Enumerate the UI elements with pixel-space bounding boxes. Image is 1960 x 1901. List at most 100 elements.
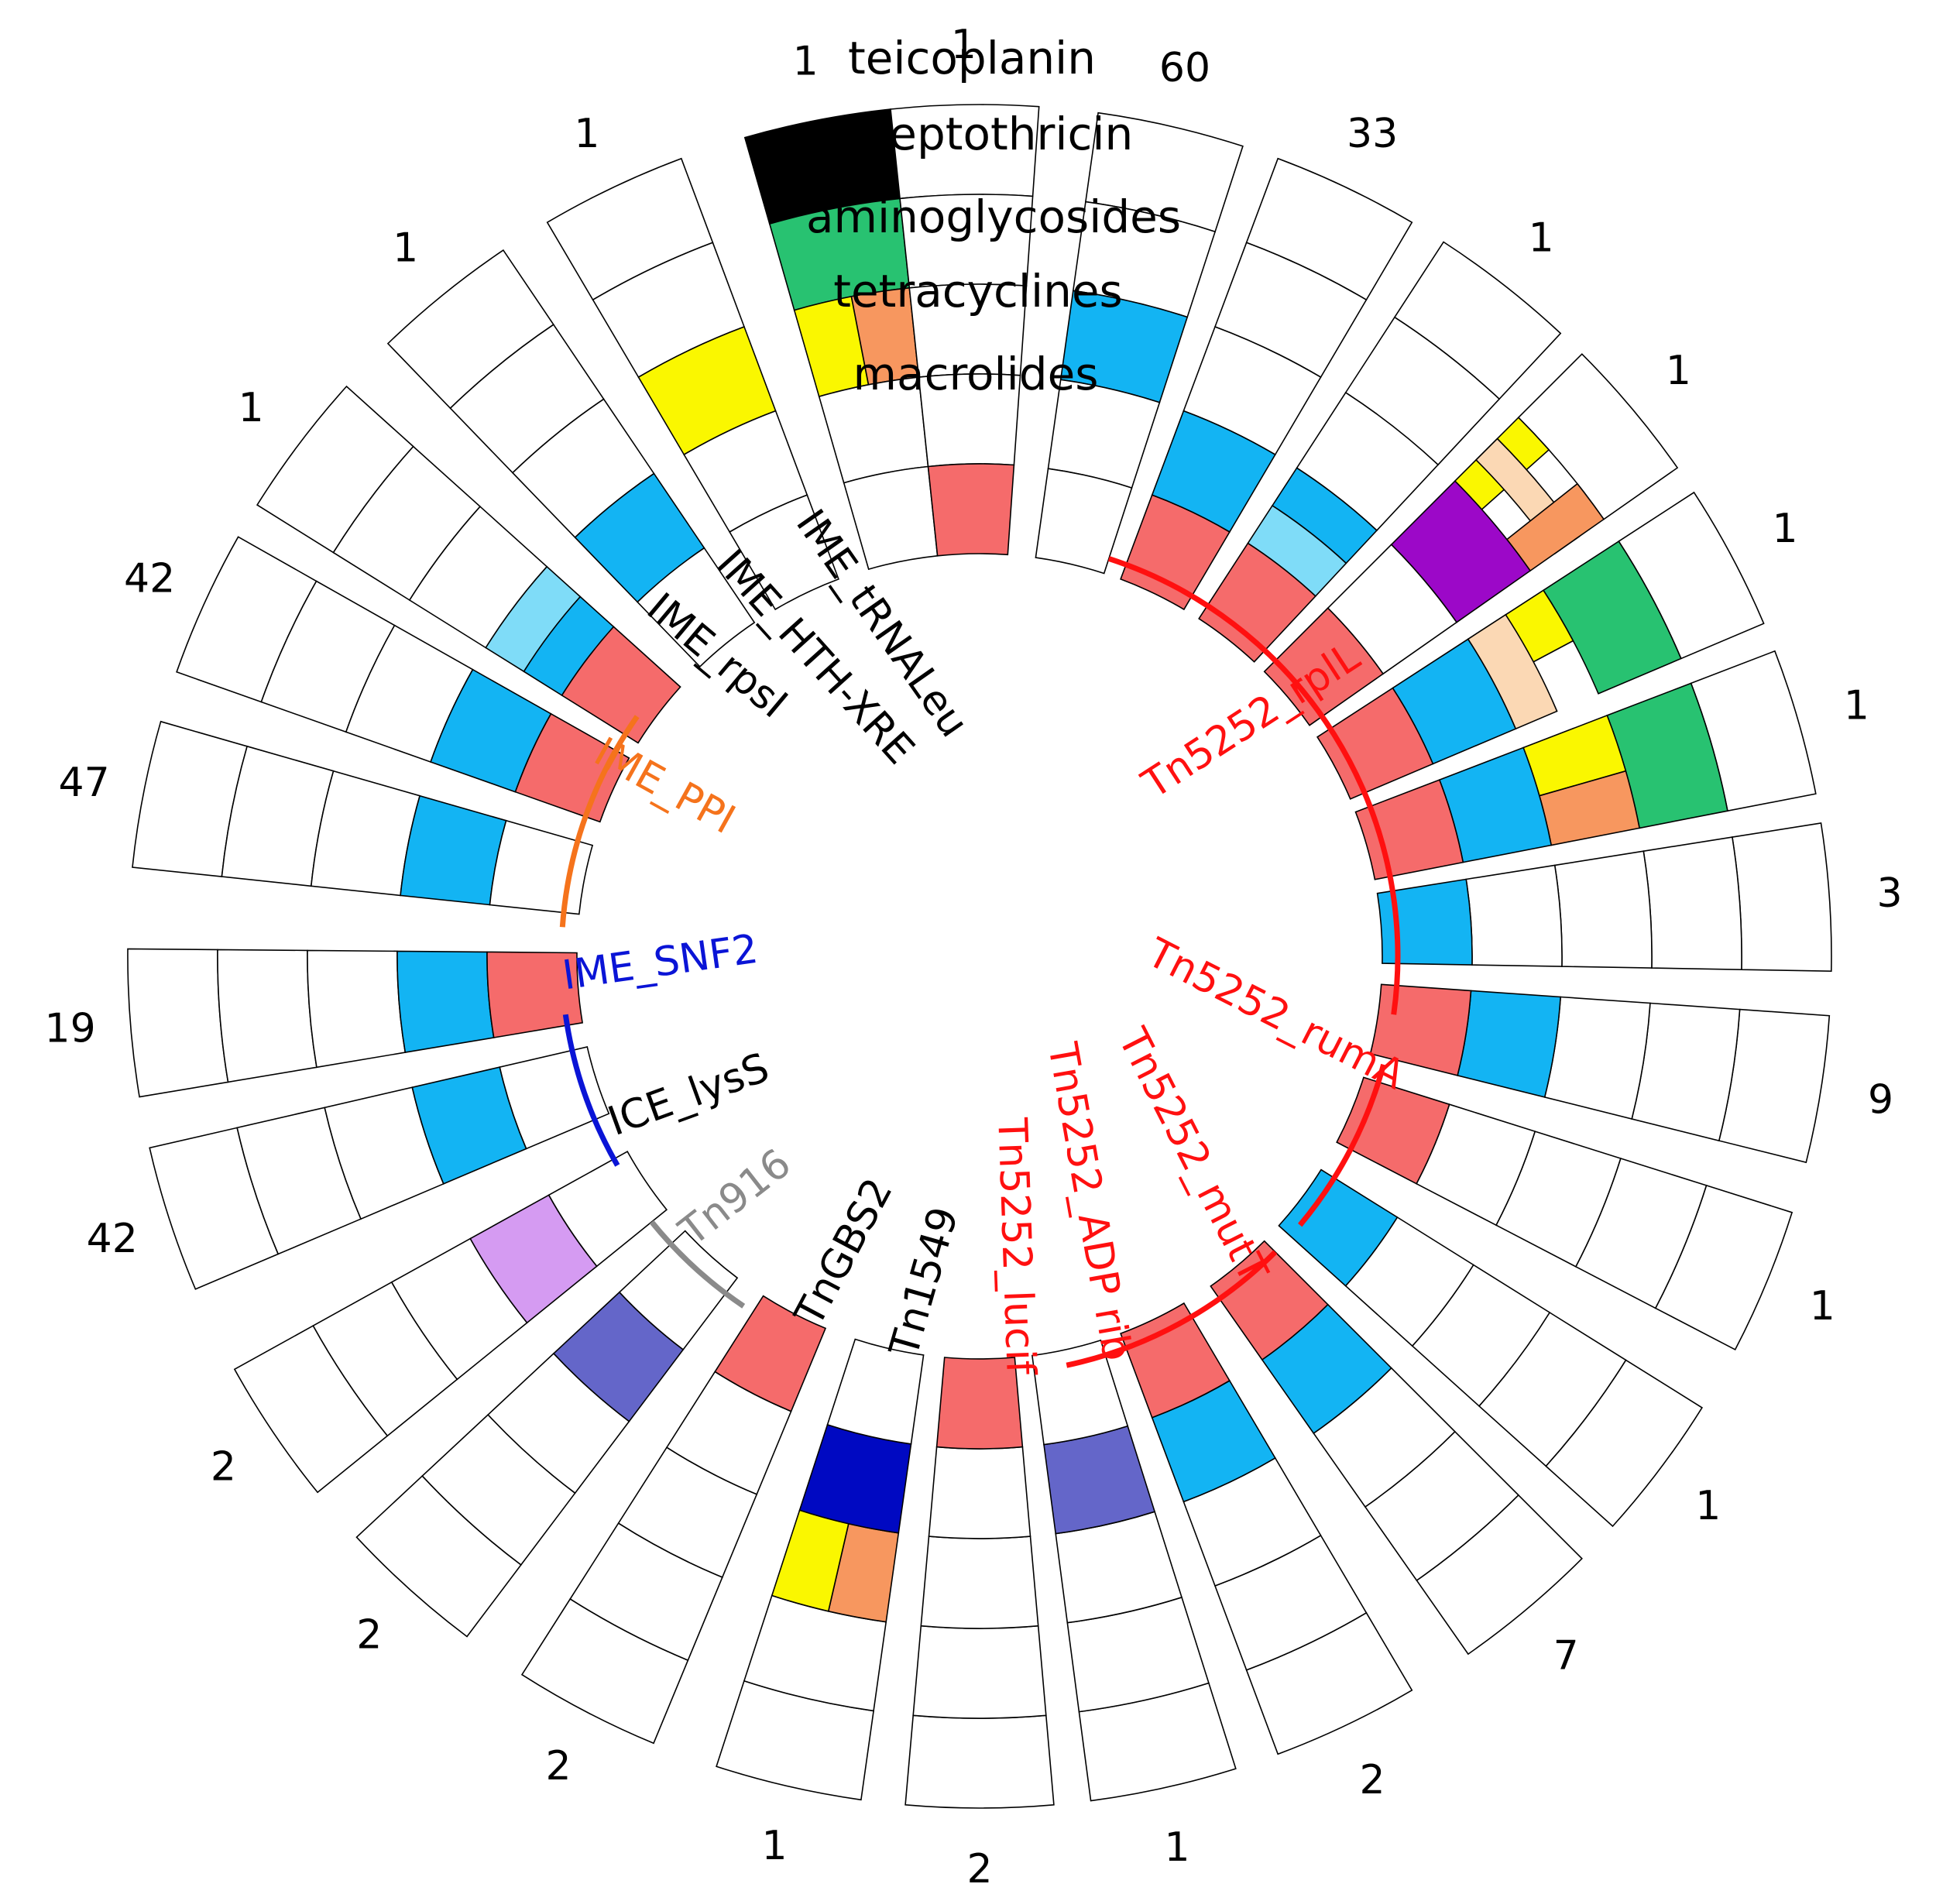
blue-cell (1278, 1168, 1399, 1287)
count-label: 1 (239, 385, 264, 431)
wedge-25 (1120, 157, 1413, 611)
group-arc-tn916 (649, 1220, 746, 1309)
wedge-12 (716, 1338, 925, 1801)
red-cell (927, 463, 1015, 557)
empty-cell (904, 1714, 1055, 1809)
element-label-tn5252-adp-rib: Tn5252_ADP rib (1038, 1038, 1140, 1364)
wedge-9 (233, 1151, 668, 1494)
count-label: 1 (1810, 1283, 1835, 1330)
legend-ring-1: teicoplanin (848, 32, 1096, 84)
count-label: 2 (211, 1444, 236, 1491)
wedge-5 (176, 536, 630, 823)
wedge-3 (386, 249, 756, 668)
legend-ring-4: tetracyclines (833, 265, 1123, 317)
count-label: 60 (1159, 45, 1210, 91)
count-label: 2 (966, 1846, 992, 1892)
wedge-layer (127, 104, 1832, 1809)
red-cell (514, 712, 630, 823)
count-label: 1 (951, 22, 977, 68)
element-label-tn916: Tn916 (671, 1140, 800, 1255)
empty-cell (499, 1046, 610, 1150)
empty-cell (1642, 836, 1742, 971)
count-label: 2 (1360, 1757, 1385, 1803)
wedge-20 (1376, 822, 1832, 973)
empty-cell (1035, 468, 1133, 575)
group-arc-ime-ppi (559, 715, 640, 928)
wedge-14 (1031, 1339, 1237, 1802)
wedge-1 (743, 108, 939, 571)
count-label: 1 (1666, 348, 1691, 394)
wedge-4 (256, 385, 681, 744)
empty-cell (1731, 822, 1832, 973)
legend-ring-3: aminoglycosides (806, 190, 1181, 243)
element-label-tn1549: Tn1549 (880, 1202, 967, 1362)
blue-cell (400, 794, 507, 906)
empty-cell (618, 1230, 739, 1351)
count-label: 42 (124, 556, 175, 602)
red-cell (1316, 687, 1434, 800)
wedge-23 (1263, 353, 1679, 726)
element-label-ime-snf2: IME_SNF2 (560, 926, 761, 1000)
empty-cell (127, 948, 229, 1098)
count-label: 7 (1553, 1632, 1579, 1679)
group-arc-tn5252-rpll (1107, 556, 1401, 1015)
red-cell (1210, 1240, 1329, 1361)
element-label-tn5252-mutt: Tn5252_mutT (1109, 1021, 1277, 1290)
count-label: 1 (574, 111, 599, 157)
count-label: 42 (87, 1216, 138, 1262)
wedge-19 (1369, 983, 1831, 1164)
wedge-2 (546, 157, 839, 611)
element-label-tn5252-rpll: Tn5252_rplL (1134, 633, 1368, 808)
wedge-6 (132, 720, 594, 915)
wedge-7 (127, 948, 584, 1098)
empty-cell (826, 1338, 925, 1445)
count-label: 1 (1695, 1483, 1721, 1529)
group-arc-tn5252-ruma (1298, 1063, 1386, 1227)
empty-cell (729, 494, 839, 611)
group-arc-layer (559, 556, 1401, 1368)
red-cell (1120, 1302, 1231, 1419)
empty-cell (912, 1625, 1047, 1719)
red-cell (714, 1295, 827, 1412)
empty-cell (928, 1446, 1031, 1539)
element-label-tn5252-ruma: Tn5252_rumA (1139, 929, 1412, 1099)
blue-cell (396, 950, 495, 1054)
empty-cell (1543, 996, 1651, 1120)
red-cell (561, 626, 681, 744)
empty-cell (547, 1151, 668, 1268)
wedge-21 (1354, 650, 1817, 880)
wedge-26 (1035, 112, 1244, 575)
red-cell (1336, 1076, 1450, 1185)
blue-cell (1376, 878, 1473, 966)
empty-cell (1465, 864, 1563, 967)
count-label: 19 (45, 1005, 96, 1052)
wedge-15 (1120, 1302, 1413, 1755)
element-label-ice-lyss: ICE_lysS (602, 1045, 775, 1145)
legend: teicoplanin streptothricin aminoglycosid… (806, 32, 1181, 400)
red-cell (1263, 607, 1385, 726)
count-label: 9 (1868, 1076, 1893, 1123)
count-label: 2 (546, 1743, 572, 1789)
count-label: 1 (793, 39, 819, 85)
wedge-24 (1198, 241, 1562, 663)
empty-cell (637, 547, 756, 668)
legend-ring-5: macrolides (853, 348, 1099, 400)
group-arc-ime-snf2 (562, 1014, 620, 1167)
wedge-13 (904, 1357, 1055, 1809)
wedge-18 (1336, 1076, 1794, 1350)
red-cell (1120, 494, 1231, 611)
wedge-16 (1210, 1240, 1583, 1656)
empty-cell (307, 949, 407, 1069)
count-label: 1 (393, 225, 418, 272)
red-cell (935, 1357, 1024, 1450)
empty-cell (217, 949, 318, 1083)
legend-ring-2: streptothricin (831, 108, 1133, 160)
empty-cell (920, 1536, 1039, 1629)
count-label: 1 (1164, 1824, 1189, 1871)
group-arc-tn5252-mutt (1066, 1250, 1278, 1368)
empty-cell (1553, 850, 1653, 969)
count-label: 1 (1773, 506, 1798, 552)
wedge-27 (890, 104, 1040, 557)
